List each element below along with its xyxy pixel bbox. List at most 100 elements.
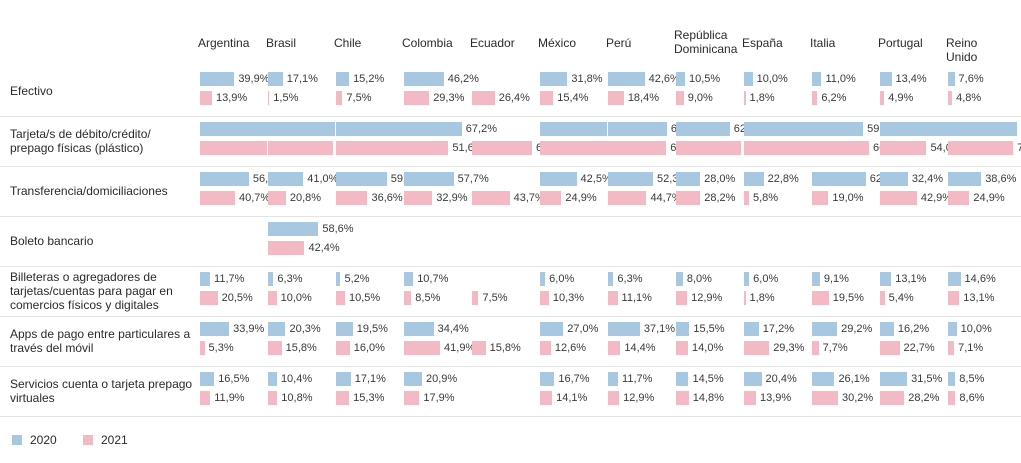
bar-2020: [880, 322, 894, 336]
data-label-2020: 34,4%: [437, 323, 469, 335]
data-label-2020: 7,6%: [958, 73, 984, 85]
bar-2021: [404, 341, 441, 355]
row-separator: [0, 216, 1021, 217]
bar-2020: [744, 322, 759, 336]
bar-2020: [268, 172, 304, 186]
data-label-2021: 5,3%: [208, 342, 234, 354]
data-label-2020: 9,1%: [823, 273, 849, 285]
bar-2020: [608, 272, 614, 286]
bar-2020: [404, 72, 444, 86]
bar-2020: [336, 372, 351, 386]
data-label-2020: 31,8%: [571, 73, 603, 85]
country-header: República Dominicana: [674, 28, 738, 56]
bar-2021: [608, 291, 618, 305]
bar-2021: [948, 91, 953, 105]
country-header: Chile: [334, 36, 362, 50]
bar-2020: [812, 122, 864, 136]
data-label-2020: 22,8%: [767, 173, 799, 185]
data-label-2021: 16,0%: [353, 342, 385, 354]
data-label-2020: 42,6%: [648, 73, 680, 85]
country-header: Perú: [606, 36, 632, 50]
bar-2020: [812, 172, 866, 186]
bar-2020: [608, 172, 653, 186]
data-label-2021: 28,2%: [908, 392, 940, 404]
row-label: Tarjeta/s de débito/crédito/ prepago fís…: [10, 117, 195, 165]
row-label: Efectivo: [10, 67, 195, 115]
data-label-2020: 10,0%: [756, 73, 788, 85]
country-header: México: [538, 36, 577, 50]
data-label-2021: 13,9%: [215, 92, 248, 104]
bar-2021: [676, 91, 684, 105]
bar-2021: [200, 141, 267, 155]
legend-label-2020: 2020: [30, 433, 57, 447]
country-header: España: [742, 36, 783, 50]
bar-2020: [540, 372, 555, 386]
bar-2021: [404, 391, 420, 405]
data-label-2021: 40,7%: [239, 192, 271, 204]
bar-2020: [608, 322, 640, 336]
bar-2020: [336, 122, 408, 136]
bar-2021: [608, 191, 647, 205]
data-label-2021: 12,6%: [554, 342, 587, 354]
bar-2020: [948, 372, 956, 386]
data-label-2021: 10,8%: [281, 392, 313, 404]
data-label-2021: 6,2%: [821, 92, 847, 104]
data-label-2020: 14,6%: [964, 273, 996, 285]
bar-2020: [948, 322, 957, 336]
data-label-2020: 26,1%: [838, 373, 870, 385]
row-label-text: Efectivo: [10, 84, 53, 98]
row-separator: [0, 116, 1021, 117]
data-label-2021: 13,9%: [759, 392, 792, 404]
row-label: Boleto bancario: [10, 217, 195, 265]
data-label-2021: 20,5%: [221, 292, 253, 304]
data-label-2020: 6,0%: [753, 273, 779, 285]
data-label-2020: 29,2%: [841, 323, 873, 335]
bar-2020: [268, 122, 335, 136]
bar-2020: [540, 172, 577, 186]
data-label-2021: 24,9%: [973, 192, 1005, 204]
bar-2021: [472, 141, 533, 155]
data-label-2020: 32,4%: [911, 173, 944, 185]
bar-2021: [336, 141, 405, 155]
data-label-2021: 8,5%: [415, 292, 441, 304]
bar-2020: [676, 72, 686, 86]
legend-item-2021: 2021: [83, 433, 128, 447]
data-label-2020: 13,1%: [895, 273, 927, 285]
data-label-2020: 10,4%: [280, 373, 313, 385]
bar-2020: [540, 272, 546, 286]
bar-2020: [608, 372, 619, 386]
bar-2020: [676, 172, 701, 186]
data-label-2020: 16,5%: [218, 373, 250, 385]
bar-2021: [268, 141, 333, 155]
data-label-2020: 16,7%: [558, 373, 590, 385]
data-label-2020: 28,0%: [704, 173, 736, 185]
data-label-2020: 14,5%: [692, 373, 724, 385]
bar-2020: [404, 372, 422, 386]
bar-2020: [268, 322, 286, 336]
data-label-2021: 1,8%: [749, 292, 775, 304]
bar-2021: [608, 141, 667, 155]
bar-2021: [948, 191, 970, 205]
data-label-2020: 38,6%: [985, 173, 1017, 185]
bar-2021: [812, 141, 870, 155]
data-label-2021: 24,9%: [565, 192, 597, 204]
row-label: Apps de pago entre particulares a través…: [10, 317, 195, 365]
bar-2021: [268, 91, 270, 105]
bar-2020: [540, 72, 568, 86]
bar-2020: [812, 322, 838, 336]
bar-2021: [472, 341, 486, 355]
bar-2021: [880, 291, 885, 305]
bar-2020: [948, 122, 1017, 136]
country-header: Italia: [810, 36, 836, 50]
bar-2021: [744, 141, 817, 155]
legend-label-2021: 2021: [101, 433, 128, 447]
bar-2021: [336, 191, 368, 205]
bar-2021: [404, 291, 412, 305]
bar-2020: [268, 372, 277, 386]
data-label-2020: 37,1%: [643, 323, 676, 335]
bar-2021: [336, 91, 343, 105]
data-label-2020: 27,0%: [567, 323, 599, 335]
data-label-2021: 75,8%: [1017, 142, 1021, 154]
data-label-2020: 5,2%: [344, 273, 370, 285]
